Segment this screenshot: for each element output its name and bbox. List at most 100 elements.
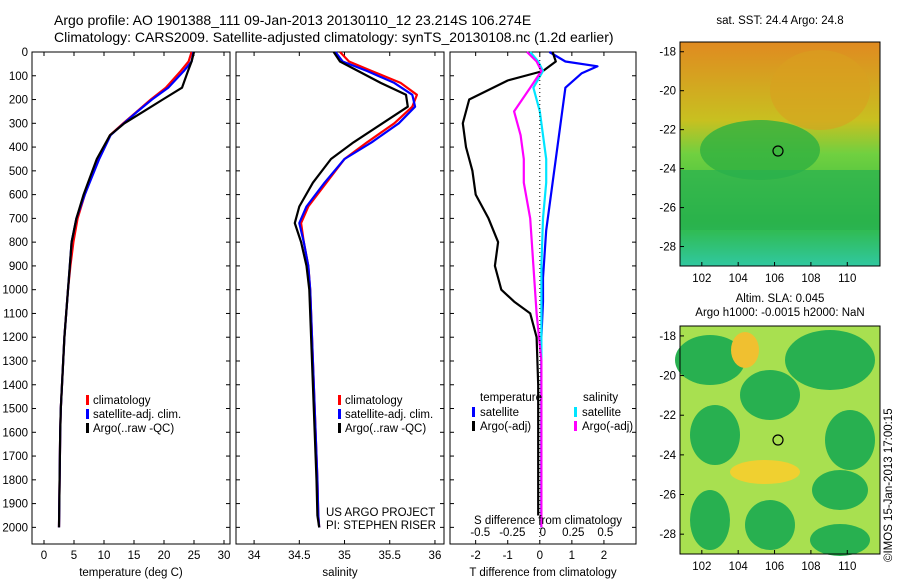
legend-label: satellite-adj. clim. xyxy=(93,409,181,421)
salinity-axes: 34 34.5 35 35.5 36 salinity climatology satelli… xyxy=(235,51,445,579)
x-tick-label: 0 xyxy=(41,550,47,562)
map-x-tick-label: 108 xyxy=(801,561,820,573)
map-x-tick-label: 104 xyxy=(729,561,749,573)
map-x-tick-label: 106 xyxy=(765,273,784,285)
legend-swatch-climatology xyxy=(86,395,89,405)
legend-title-salinity: salinity xyxy=(583,392,618,404)
title-line-1: Argo profile: AO 1901388_111 09-Jan-2013… xyxy=(54,12,532,28)
map-y-tick-label: -26 xyxy=(659,490,676,502)
map-x-tick-label: 102 xyxy=(692,273,711,285)
y-tick-label: 1100 xyxy=(3,308,28,320)
legend-label: climatology xyxy=(345,395,403,407)
legend-swatch-argo xyxy=(472,421,475,431)
x-tick-label: 30 xyxy=(218,550,231,562)
x-tick-label: 20 xyxy=(158,550,171,562)
s-axis-label: S difference from climatology xyxy=(474,515,622,527)
map-x-tick-label: 104 xyxy=(729,273,749,285)
legend-label: satellite-adj. clim. xyxy=(345,409,433,421)
sst-map-title: sat. SST: 24.4 Argo: 24.8 xyxy=(716,15,843,27)
s-tick-label: -0.5 xyxy=(470,527,490,539)
map-x-tick-label: 106 xyxy=(765,561,784,573)
y-tick-label: 500 xyxy=(9,166,28,178)
credit-line-2: PI: STEPHEN RISER xyxy=(326,520,436,532)
legend-label: Argo(..raw -QC) xyxy=(93,423,174,435)
sla-map xyxy=(675,325,881,556)
s-tick-label: 0 xyxy=(540,527,546,539)
legend-swatch-argo_s xyxy=(574,421,577,431)
x-tick-label: 34.5 xyxy=(288,550,310,562)
map-y-tick-label: -22 xyxy=(659,410,676,422)
series-argo_s-line xyxy=(512,51,543,528)
temperature-axes: 0100200300400500600700800900100011001200… xyxy=(2,47,231,579)
y-tick-label: 2000 xyxy=(2,522,28,534)
map-y-tick-label: -18 xyxy=(659,47,676,59)
x-tick-label: 1 xyxy=(569,550,575,562)
s-tick-label: -0.25 xyxy=(499,527,525,539)
legend-swatch-satellite xyxy=(338,409,341,419)
map-x-tick-label: 110 xyxy=(838,561,856,573)
map-y-tick-label: -22 xyxy=(659,125,676,137)
y-tick-label: 1400 xyxy=(2,380,28,392)
x-tick-label: 2 xyxy=(601,550,607,562)
x-tick-label: 10 xyxy=(98,550,111,562)
legend-label: climatology xyxy=(93,395,151,407)
sla-argo-marker xyxy=(772,434,784,446)
sst-map xyxy=(679,41,881,267)
credit-side: ©IMOS 15-Jan-2013 17:00:15 xyxy=(883,408,895,562)
x-tick-label: 5 xyxy=(71,550,77,562)
legend-swatch-argo xyxy=(86,423,89,433)
credit-line-1: US ARGO PROJECT xyxy=(326,507,435,519)
legend-label: satellite xyxy=(480,407,519,419)
x-axis-label: T difference from climatology xyxy=(469,567,616,579)
map-y-tick-label: -28 xyxy=(659,529,676,541)
y-tick-label: 800 xyxy=(9,237,28,249)
map-y-tick-label: -24 xyxy=(659,450,676,462)
y-tick-label: 1700 xyxy=(2,451,28,463)
x-tick-label: 36 xyxy=(429,550,442,562)
y-tick-label: 1800 xyxy=(2,475,28,487)
legend-label: Argo(-adj) xyxy=(480,421,531,433)
y-tick-label: 1600 xyxy=(2,427,28,439)
sla-map-ticks: 102 104 106 108 110 -18 -20 -22 -24 -26 -28 xyxy=(659,331,856,573)
x-tick-label: -2 xyxy=(471,550,481,562)
legend-swatch-satellite xyxy=(86,409,89,419)
x-tick-label: 35.5 xyxy=(379,550,401,562)
y-tick-label: 600 xyxy=(9,190,28,202)
title-line-2: Climatology: CARS2009. Satellite-adjuste… xyxy=(54,29,614,45)
series-argo-line xyxy=(293,51,409,528)
map-x-tick-label: 102 xyxy=(692,561,711,573)
temperature-frame xyxy=(31,51,231,545)
y-tick-label: 1200 xyxy=(2,332,28,344)
series-argo-line xyxy=(57,51,196,528)
salinity-frame xyxy=(235,51,445,545)
legend-label: satellite xyxy=(582,407,621,419)
y-tick-label: 1900 xyxy=(2,499,28,511)
y-tick-label: 100 xyxy=(9,71,28,83)
legend-swatch-satellite xyxy=(472,407,475,417)
s-tick-label: 0.25 xyxy=(562,527,584,539)
y-tick-label: 400 xyxy=(9,142,28,154)
map-x-tick-label: 110 xyxy=(838,273,856,285)
y-tick-label: 1300 xyxy=(2,356,28,368)
x-tick-label: 15 xyxy=(128,550,141,562)
x-axis-label: salinity xyxy=(322,567,357,579)
x-axis-label: temperature (deg C) xyxy=(79,567,183,579)
legend-swatch-argo xyxy=(338,423,341,433)
map-y-tick-label: -24 xyxy=(659,164,676,176)
legend-label: Argo(..raw -QC) xyxy=(345,423,426,435)
y-tick-label: 700 xyxy=(9,213,28,225)
x-tick-label: 35 xyxy=(338,550,351,562)
y-tick-label: 0 xyxy=(22,47,28,59)
x-tick-label: 0 xyxy=(537,550,543,562)
legend-title-temperature: temperature xyxy=(480,392,542,404)
map-y-tick-label: -20 xyxy=(659,371,676,383)
x-tick-label: 34 xyxy=(248,550,261,562)
sla-map-title-2: Argo h1000: -0.0015 h2000: NaN xyxy=(695,307,864,319)
y-tick-label: 1500 xyxy=(2,404,28,416)
sla-map-title-1: Altim. SLA: 0.045 xyxy=(736,293,825,305)
s-tick-label: 0.5 xyxy=(597,527,613,539)
map-x-tick-label: 108 xyxy=(801,273,820,285)
legend-swatch-climatology xyxy=(338,395,341,405)
y-tick-label: 300 xyxy=(9,118,28,130)
map-y-tick-label: -26 xyxy=(659,203,676,215)
